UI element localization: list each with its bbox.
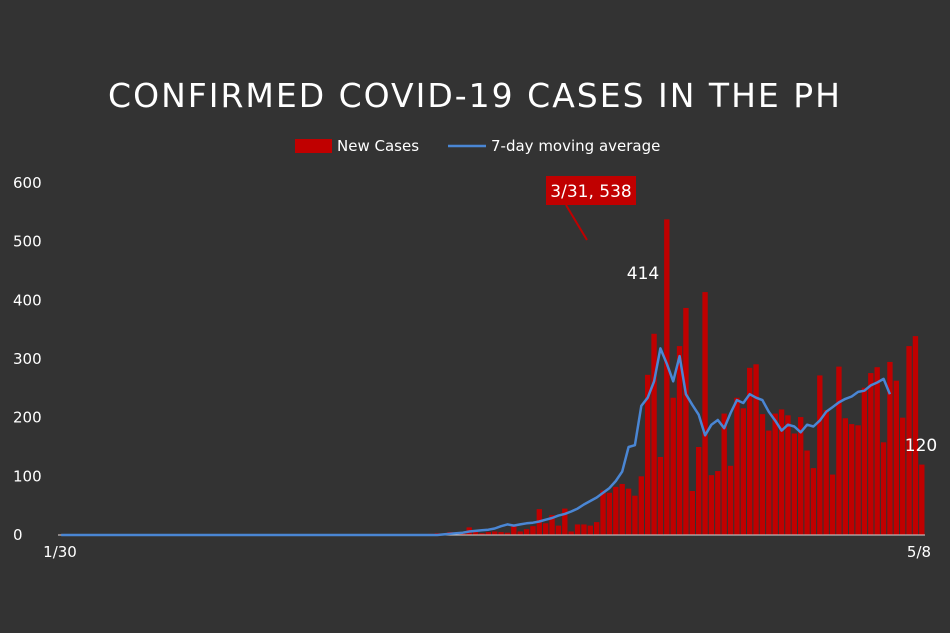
- y-tick-label: 400: [13, 291, 42, 309]
- bar: [887, 361, 893, 535]
- bar: [530, 526, 536, 535]
- bar: [772, 413, 778, 535]
- peak-callout: 3/31, 538: [546, 176, 636, 241]
- bar: [472, 532, 479, 535]
- bar: [759, 414, 766, 535]
- annotation-120: 120: [905, 436, 937, 456]
- bar: [485, 532, 491, 535]
- bar: [606, 492, 613, 535]
- y-tick-label: 300: [13, 350, 42, 368]
- bar: [880, 442, 887, 535]
- bar: [715, 471, 721, 535]
- bar: [868, 373, 874, 535]
- bar: [798, 417, 804, 535]
- bar: [562, 508, 568, 535]
- bar: [702, 292, 708, 535]
- bar: [740, 408, 746, 535]
- bar: [900, 417, 906, 535]
- legend-swatch-new-cases: [295, 139, 332, 153]
- x-tick-label: 5/8: [907, 543, 931, 561]
- bar: [543, 523, 549, 535]
- bar: [817, 375, 823, 535]
- bar: [747, 367, 753, 535]
- bar: [492, 531, 498, 535]
- y-tick-label: 0: [13, 526, 23, 544]
- annotation-414: 414: [627, 264, 659, 284]
- bar: [645, 374, 651, 535]
- bar: [829, 474, 836, 535]
- bar: [689, 491, 695, 535]
- bar: [504, 532, 511, 535]
- legend-label-new-cases: New Cases: [337, 137, 419, 155]
- bar: [676, 346, 683, 535]
- y-tick-label: 500: [13, 233, 42, 251]
- x-axis: 1/30 5/8: [43, 543, 931, 561]
- bar: [511, 526, 517, 535]
- y-tick-label: 100: [13, 467, 42, 485]
- bar: [727, 465, 734, 535]
- peak-callout-pointer: [565, 204, 588, 241]
- bar-series-new-cases: [58, 219, 925, 535]
- bar: [651, 333, 657, 535]
- bar: [874, 367, 880, 535]
- bar: [683, 307, 689, 535]
- bar: [823, 410, 829, 535]
- bar: [696, 447, 702, 535]
- bar: [753, 364, 759, 535]
- chart-legend: New Cases 7-day moving average: [295, 137, 660, 155]
- bar: [523, 529, 530, 535]
- line-series-moving-average: [61, 347, 892, 537]
- y-axis: 0 100 200 300 400 500 600: [13, 174, 42, 544]
- bar: [842, 418, 848, 535]
- y-tick-label: 600: [13, 174, 42, 192]
- bar: [919, 464, 925, 535]
- bar: [893, 380, 899, 535]
- bar: [581, 524, 587, 535]
- bar: [721, 413, 727, 535]
- bar: [708, 475, 715, 535]
- peak-callout-box: [546, 176, 636, 205]
- bar: [849, 424, 855, 535]
- bar: [766, 430, 772, 535]
- bar: [619, 483, 625, 535]
- x-tick-label: 1/30: [43, 543, 77, 561]
- bar: [664, 219, 670, 535]
- peak-callout-label: 3/31, 538: [550, 182, 631, 202]
- bar: [600, 490, 606, 535]
- bar: [555, 525, 562, 535]
- bar: [587, 525, 593, 535]
- bar: [855, 425, 861, 535]
- bar: [836, 366, 842, 535]
- bar: [568, 531, 574, 535]
- bar: [638, 476, 644, 535]
- bar: [906, 346, 912, 535]
- bar: [670, 397, 676, 535]
- bar: [657, 456, 664, 535]
- bar: [810, 468, 817, 535]
- bar: [498, 532, 504, 535]
- bar: [549, 515, 555, 535]
- bar: [632, 495, 638, 535]
- y-tick-label: 200: [13, 409, 42, 427]
- bar: [804, 450, 810, 535]
- bar: [734, 397, 740, 535]
- bar: [791, 433, 797, 535]
- bar: [785, 415, 791, 535]
- bar: [613, 486, 619, 535]
- bar: [625, 488, 632, 535]
- bar: [912, 336, 919, 535]
- bar: [778, 409, 785, 535]
- bar: [517, 531, 523, 535]
- bar: [574, 524, 581, 535]
- bar: [861, 387, 868, 535]
- chart-title: CONFIRMED COVID-19 CASES IN THE PH: [108, 76, 842, 115]
- legend-label-moving-average: 7-day moving average: [491, 137, 660, 155]
- bar: [479, 533, 485, 535]
- bar: [594, 522, 600, 535]
